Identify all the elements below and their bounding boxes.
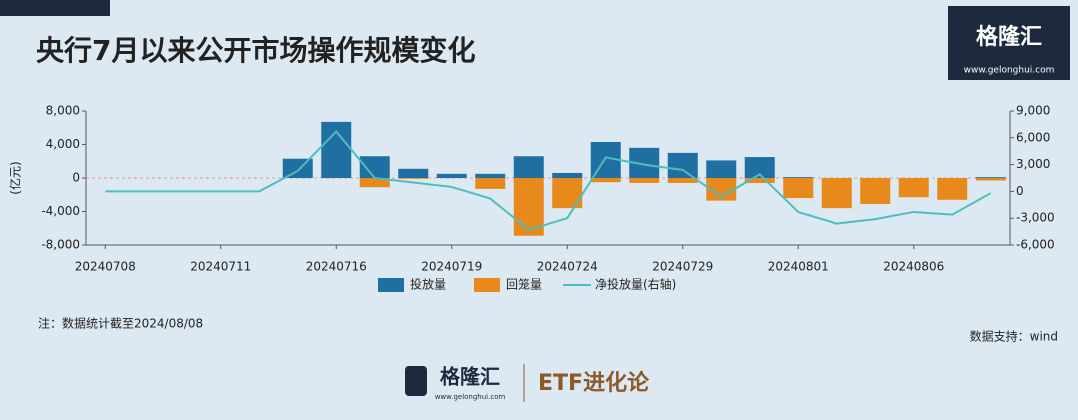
footer-column: ETF进化论	[538, 370, 650, 396]
bar	[359, 178, 390, 188]
y-tick-label: 4,000	[46, 137, 80, 151]
x-tick-label: 20240729	[652, 260, 713, 274]
bar	[398, 168, 429, 178]
bar	[552, 172, 583, 178]
x-tick-label: 20240716	[306, 260, 367, 274]
bar	[783, 177, 814, 178]
footer-logo-icon	[405, 366, 427, 396]
bar	[513, 156, 544, 178]
logo-url: www.gelonghui.com	[964, 66, 1055, 76]
y-axis-label: (亿元)	[8, 161, 23, 194]
legend-label: 投放量	[410, 277, 446, 292]
bar	[860, 178, 891, 204]
footer-logo: 格隆汇	[440, 365, 500, 389]
legend-label: 净投放量(右轴)	[595, 277, 676, 292]
y2-tick-label: 0	[1016, 184, 1024, 198]
y2-tick-label: -3,000	[1016, 211, 1055, 225]
bar	[975, 177, 1006, 178]
logo-box	[948, 6, 1070, 80]
bar	[282, 158, 313, 178]
x-tick-label: 20240719	[421, 260, 482, 274]
x-tick-label: 20240806	[883, 260, 944, 274]
x-tick-label: 20240708	[75, 260, 136, 274]
logo-text: 格隆汇	[976, 24, 1042, 50]
bar	[667, 152, 698, 178]
bar	[436, 173, 467, 178]
bar	[937, 178, 968, 200]
bar	[552, 178, 583, 209]
legend-swatch	[378, 278, 404, 292]
chart-title: 央行7月以来公开市场操作规模变化	[36, 34, 475, 67]
y2-tick-label: 3,000	[1016, 157, 1050, 171]
legend-label: 回笼量	[506, 277, 542, 292]
source: 数据支持：wind	[970, 329, 1058, 344]
y2-tick-label: 9,000	[1016, 104, 1050, 118]
bar	[398, 178, 429, 179]
y-tick-label: -8,000	[41, 238, 80, 252]
y-tick-label: -4,000	[41, 204, 80, 218]
x-tick-label: 20240724	[537, 260, 598, 274]
x-tick-label: 20240801	[768, 260, 829, 274]
bar	[706, 178, 737, 201]
y2-tick-label: 6,000	[1016, 130, 1050, 144]
bar	[475, 173, 506, 178]
bar	[821, 178, 852, 209]
note: 注：数据统计截至2024/08/08	[38, 316, 203, 331]
bar	[359, 156, 390, 178]
x-tick-label: 20240711	[190, 260, 251, 274]
y-tick-label: 0	[72, 171, 80, 185]
y2-tick-label: -6,000	[1016, 238, 1055, 252]
bar	[898, 178, 929, 198]
legend-swatch	[474, 278, 500, 292]
bar	[706, 160, 737, 178]
bar	[667, 178, 698, 184]
bar	[744, 178, 775, 184]
bar	[590, 178, 621, 183]
line	[105, 130, 992, 231]
bar	[629, 178, 660, 184]
bar	[975, 178, 1006, 181]
bar	[475, 178, 506, 189]
bar	[744, 157, 775, 178]
bar	[783, 178, 814, 199]
corner-bar	[0, 0, 110, 16]
footer-url: www.gelonghui.com	[435, 393, 506, 401]
y-tick-label: 8,000	[46, 104, 80, 118]
